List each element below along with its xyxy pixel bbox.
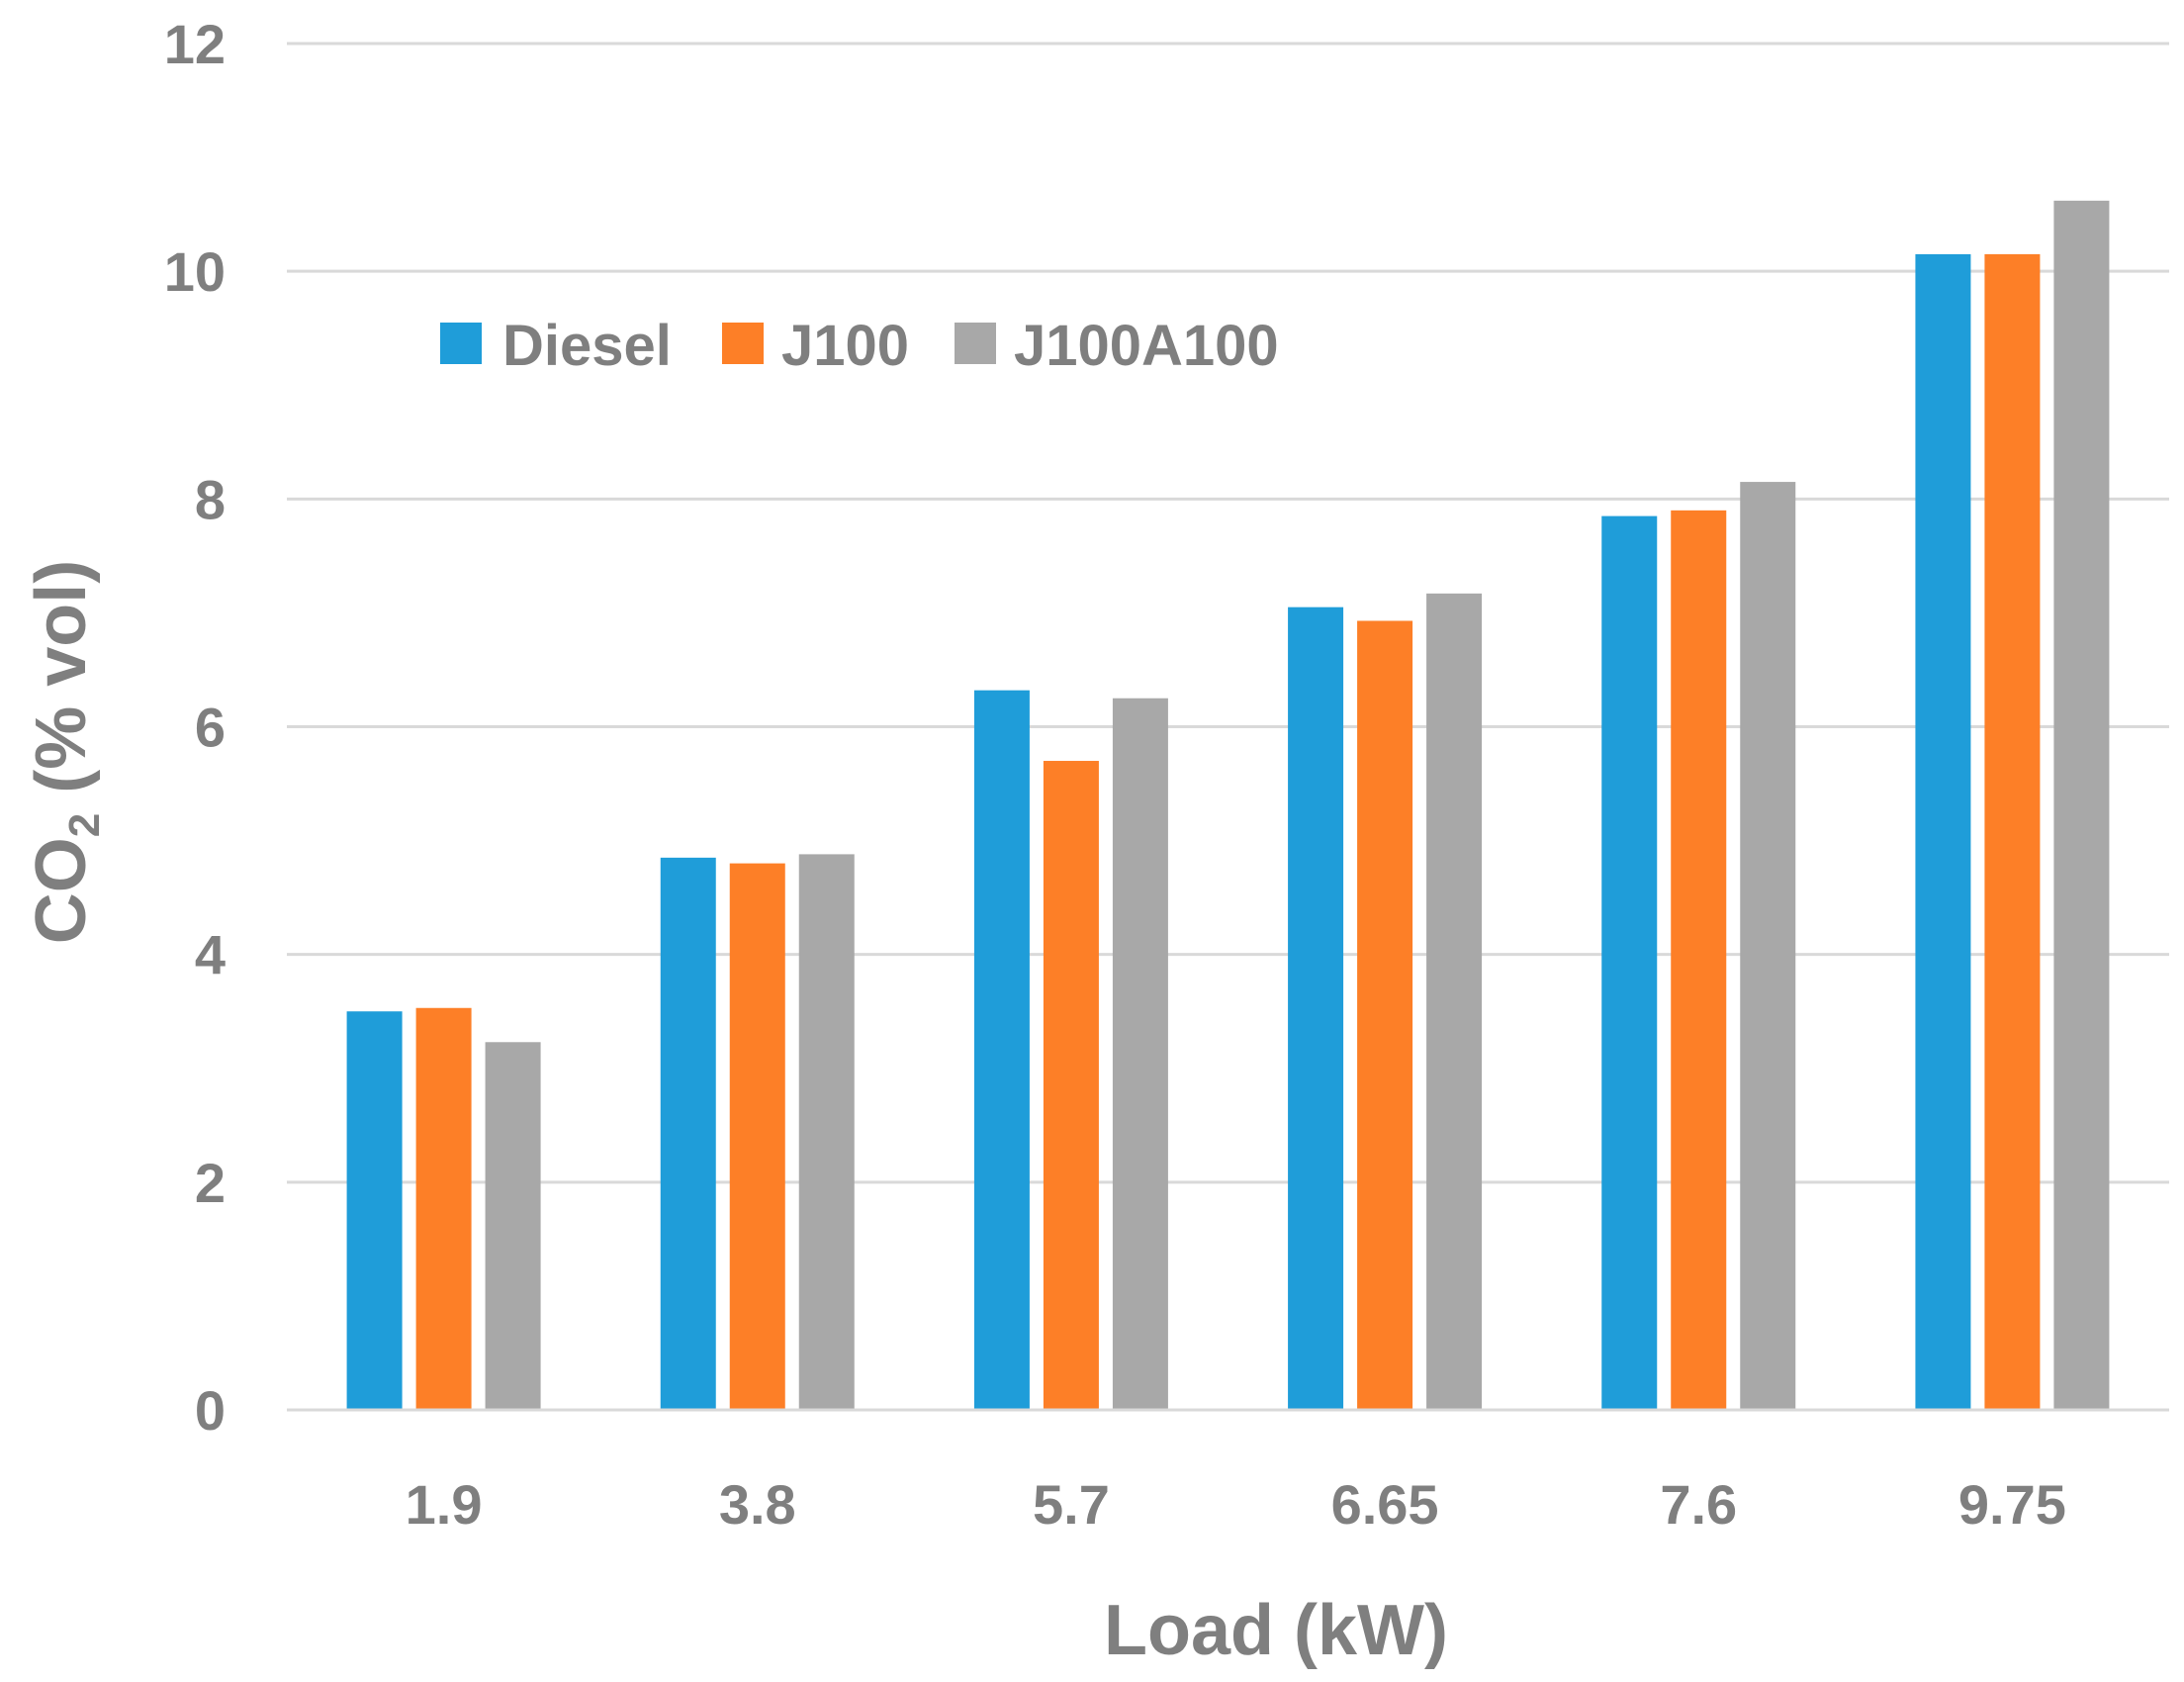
legend-swatch-j100a100 (955, 323, 996, 364)
legend: Diesel J100 J100A100 (440, 314, 1279, 378)
y-tick-label: 6 (195, 697, 226, 759)
legend-swatch-j100 (722, 323, 764, 364)
y-tick-label: 12 (164, 13, 226, 75)
x-tick-label: 6.65 (1331, 1473, 1439, 1536)
gridlines (287, 42, 2169, 1412)
bar-j100-7.6 (1671, 510, 1727, 1410)
x-tick-label: 1.9 (406, 1473, 483, 1536)
y-tick-label: 10 (164, 240, 226, 303)
y-axis-title: CO2 (% vol) (22, 560, 109, 945)
bar-diesel-6.65 (1288, 607, 1344, 1410)
bars (287, 200, 2169, 1412)
bar-j100a100-1.9 (485, 1042, 541, 1410)
bar-j100-9.75 (1984, 253, 2041, 1410)
y-tick-label: 8 (195, 468, 226, 530)
x-tick-label: 9.75 (1958, 1473, 2066, 1536)
bar-j100-5.7 (1043, 761, 1099, 1410)
x-tick-label: 5.7 (1033, 1473, 1110, 1536)
y-tick-label: 4 (195, 924, 226, 986)
legend-label-diesel: Diesel (502, 314, 672, 378)
y-tick-labels: 0 2 4 6 8 10 12 (164, 13, 226, 1442)
x-tick-labels: 1.9 3.8 5.7 6.65 7.6 9.75 (406, 1473, 2066, 1536)
bar-j100-6.65 (1357, 620, 1413, 1410)
bar-diesel-5.7 (973, 690, 1030, 1410)
x-tick-label: 7.6 (1660, 1473, 1737, 1536)
bar-j100a100-9.75 (2053, 200, 2110, 1411)
bar-j100a100-5.7 (1112, 698, 1168, 1410)
bar-j100-1.9 (415, 1007, 472, 1410)
bar-diesel-7.6 (1601, 515, 1658, 1410)
bar-j100a100-7.6 (1740, 482, 1796, 1411)
x-tick-label: 3.8 (719, 1473, 796, 1536)
y-tick-label: 2 (195, 1152, 226, 1214)
bar-diesel-1.9 (346, 1011, 403, 1410)
legend-label-j100a100: J100A100 (1014, 314, 1279, 378)
y-tick-label: 0 (195, 1379, 226, 1442)
bar-diesel-3.8 (660, 857, 716, 1410)
legend-swatch-diesel (440, 323, 482, 364)
bar-j100-3.8 (729, 863, 785, 1410)
y-axis-title-subscript: 2 (60, 813, 109, 837)
bar-j100a100-6.65 (1426, 593, 1483, 1410)
bar-diesel-9.75 (1915, 253, 1971, 1410)
y-axis-title-main: CO (22, 837, 101, 944)
legend-label-j100: J100 (781, 314, 909, 378)
y-axis-title-rest: (% vol) (22, 560, 101, 813)
bar-j100a100-3.8 (798, 854, 855, 1410)
x-axis-title: Load (kW) (1104, 1591, 1448, 1670)
